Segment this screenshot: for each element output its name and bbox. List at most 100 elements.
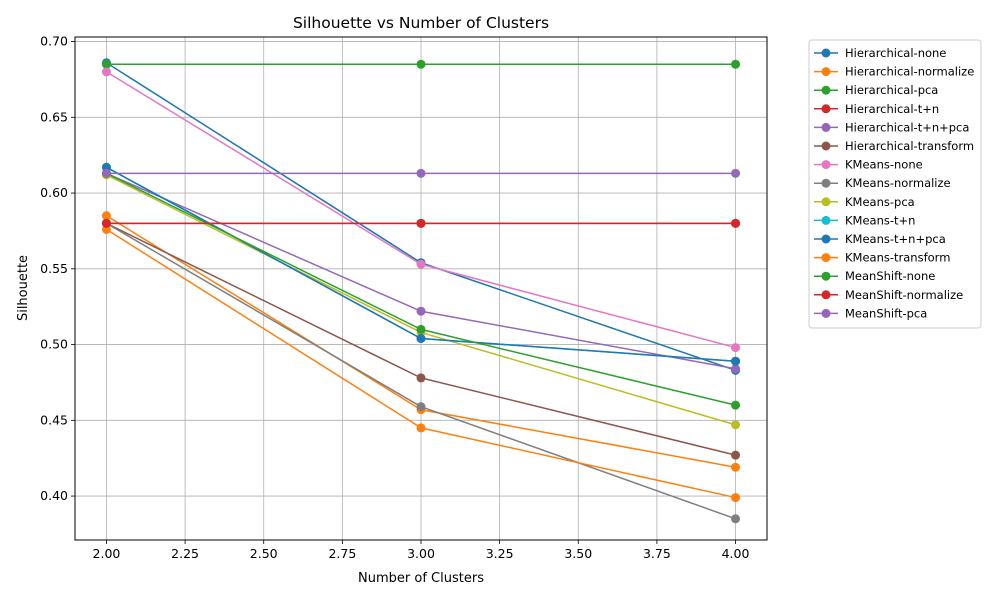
series-group xyxy=(101,59,741,69)
legend-item: Hierarchical-pca xyxy=(814,83,938,97)
legend-item: MeanShift-pca xyxy=(814,306,927,320)
legend-label: MeanShift-normalize xyxy=(845,288,963,302)
legend-marker xyxy=(821,85,831,95)
series-group xyxy=(101,67,741,353)
legend-label: Hierarchical-normalize xyxy=(845,65,974,79)
legend-marker xyxy=(821,178,831,188)
legend-label: Hierarchical-pca xyxy=(845,83,938,97)
legend-item: KMeans-pca xyxy=(814,195,915,209)
legend-label: MeanShift-none xyxy=(845,269,935,283)
y-tick-label: 0.55 xyxy=(40,261,68,276)
data-point xyxy=(731,218,741,228)
legend-marker xyxy=(821,122,831,132)
y-tick-label: 0.65 xyxy=(40,109,68,124)
legend-item: Hierarchical-none xyxy=(814,46,946,60)
legend-label: Hierarchical-none xyxy=(845,46,946,60)
y-tick-label: 0.40 xyxy=(40,488,68,503)
legend-item: KMeans-t+n xyxy=(814,213,915,227)
legend-marker xyxy=(821,67,831,77)
legend-item: MeanShift-normalize xyxy=(814,288,963,302)
series-group xyxy=(101,218,741,228)
data-point xyxy=(101,218,111,228)
legend-marker xyxy=(821,197,831,207)
legend-item: KMeans-normalize xyxy=(814,176,951,190)
legend-label: KMeans-t+n xyxy=(845,213,915,227)
y-tick-label: 0.45 xyxy=(40,412,68,427)
x-tick-label: 3.25 xyxy=(486,546,514,561)
legend-item: Hierarchical-normalize xyxy=(814,65,974,79)
y-tick-label: 0.60 xyxy=(40,185,68,200)
data-point xyxy=(416,306,426,316)
x-tick-label: 2.00 xyxy=(93,546,121,561)
data-point xyxy=(731,493,741,503)
series-group xyxy=(101,168,741,178)
legend-item: MeanShift-none xyxy=(814,269,935,283)
y-tick-label: 0.70 xyxy=(40,34,68,49)
x-axis-label: Number of Clusters xyxy=(358,571,484,586)
legend-label: Hierarchical-t+n+pca xyxy=(845,120,969,134)
legend-label: KMeans-transform xyxy=(845,251,950,265)
data-point xyxy=(416,218,426,228)
x-tick-label: 3.50 xyxy=(564,546,592,561)
legend-marker xyxy=(821,141,831,151)
x-tick-label: 4.00 xyxy=(722,546,750,561)
data-point xyxy=(416,324,426,334)
data-point xyxy=(731,343,741,353)
legend-marker xyxy=(821,308,831,318)
data-point xyxy=(731,420,741,430)
legend-label: KMeans-t+n+pca xyxy=(845,232,946,246)
legend-label: Hierarchical-t+n xyxy=(845,102,939,116)
data-point xyxy=(416,333,426,343)
data-point xyxy=(101,211,111,221)
grid xyxy=(75,37,767,540)
data-point xyxy=(416,59,426,69)
data-point xyxy=(101,59,111,69)
legend-marker xyxy=(821,215,831,225)
data-point xyxy=(731,59,741,69)
y-tick-label: 0.50 xyxy=(40,337,68,352)
legend-item: KMeans-transform xyxy=(814,251,950,265)
x-tick-label: 3.00 xyxy=(407,546,435,561)
data-point xyxy=(416,373,426,383)
x-tick-label: 3.75 xyxy=(643,546,671,561)
data-point xyxy=(731,364,741,374)
data-point xyxy=(731,168,741,178)
legend-item: KMeans-none xyxy=(814,158,923,172)
y-axis-label: Silhouette xyxy=(16,255,31,321)
legend-item: Hierarchical-t+n xyxy=(814,102,939,116)
legend: Hierarchical-none Hierarchical-normalize H… xyxy=(808,39,982,329)
legend-frame xyxy=(808,39,982,329)
plot-series xyxy=(101,58,741,524)
data-point xyxy=(416,402,426,412)
data-point xyxy=(416,168,426,178)
legend-item: Hierarchical-t+n+pca xyxy=(814,120,969,134)
data-point xyxy=(731,450,741,460)
legend-entries: Hierarchical-none Hierarchical-normalize H… xyxy=(814,46,974,320)
chart-title: Silhouette vs Number of Clusters xyxy=(293,14,549,32)
legend-label: KMeans-normalize xyxy=(845,176,951,190)
x-axis-ticks: 2.00 2.25 2.50 2.75 3.00 3.25 3.50 3.75 4.00 xyxy=(93,540,750,561)
legend-label: KMeans-none xyxy=(845,158,923,172)
y-axis-ticks: 0.40 0.45 0.50 0.55 0.60 0.65 0.70 xyxy=(40,34,75,503)
data-point xyxy=(101,168,111,178)
legend-item: Hierarchical-transform xyxy=(814,139,974,153)
data-point xyxy=(731,356,741,366)
legend-marker xyxy=(821,290,831,300)
legend-marker xyxy=(821,253,831,263)
data-point xyxy=(731,514,741,524)
data-point xyxy=(101,67,111,77)
legend-marker xyxy=(821,160,831,170)
data-point xyxy=(731,400,741,410)
legend-marker xyxy=(821,104,831,114)
legend-label: KMeans-pca xyxy=(845,195,915,209)
legend-label: Hierarchical-transform xyxy=(845,139,974,153)
legend-marker xyxy=(821,271,831,281)
x-tick-label: 2.25 xyxy=(171,546,199,561)
x-tick-label: 2.75 xyxy=(328,546,356,561)
legend-marker xyxy=(821,48,831,58)
data-point xyxy=(731,462,741,472)
legend-marker xyxy=(821,234,831,244)
data-point xyxy=(416,259,426,269)
legend-item: KMeans-t+n+pca xyxy=(814,232,946,246)
